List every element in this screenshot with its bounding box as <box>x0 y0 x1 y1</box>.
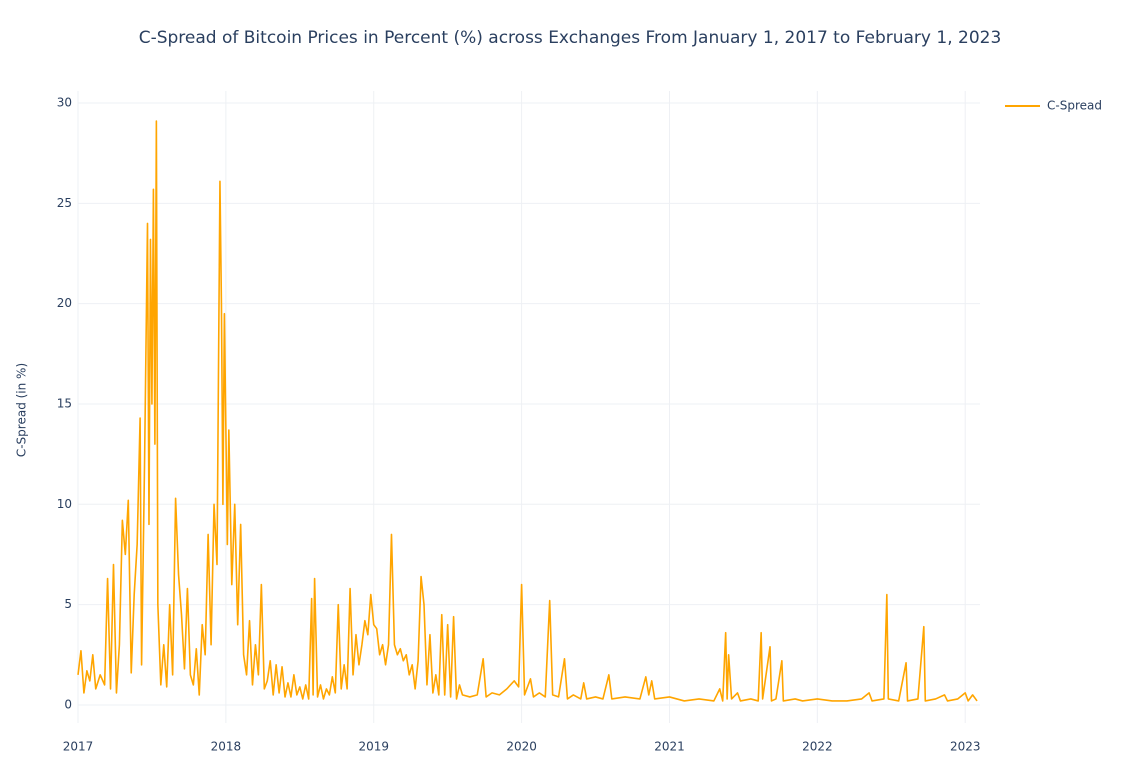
chart-title: C-Spread of Bitcoin Prices in Percent (%… <box>139 28 1002 48</box>
y-tick-label: 30 <box>57 96 72 110</box>
x-tick-label: 2020 <box>506 740 537 754</box>
x-tick-label: 2019 <box>358 740 389 754</box>
y-tick-label: 20 <box>57 296 72 310</box>
legend-label: C-Spread <box>1047 99 1102 113</box>
y-tick-label: 25 <box>57 196 72 210</box>
y-tick-label: 10 <box>57 497 72 511</box>
x-tick-label: 2017 <box>63 740 94 754</box>
y-tick-label: 15 <box>57 396 72 410</box>
x-tick-label: 2022 <box>802 740 833 754</box>
y-axis-title: C-Spread (in %) <box>15 363 29 457</box>
data-line <box>77 120 978 702</box>
y-tick-label: 5 <box>64 597 72 611</box>
y-tick-label: 0 <box>64 697 72 711</box>
x-tick-label: 2023 <box>950 740 981 754</box>
x-tick-label: 2021 <box>654 740 685 754</box>
x-tick-label: 2018 <box>211 740 242 754</box>
